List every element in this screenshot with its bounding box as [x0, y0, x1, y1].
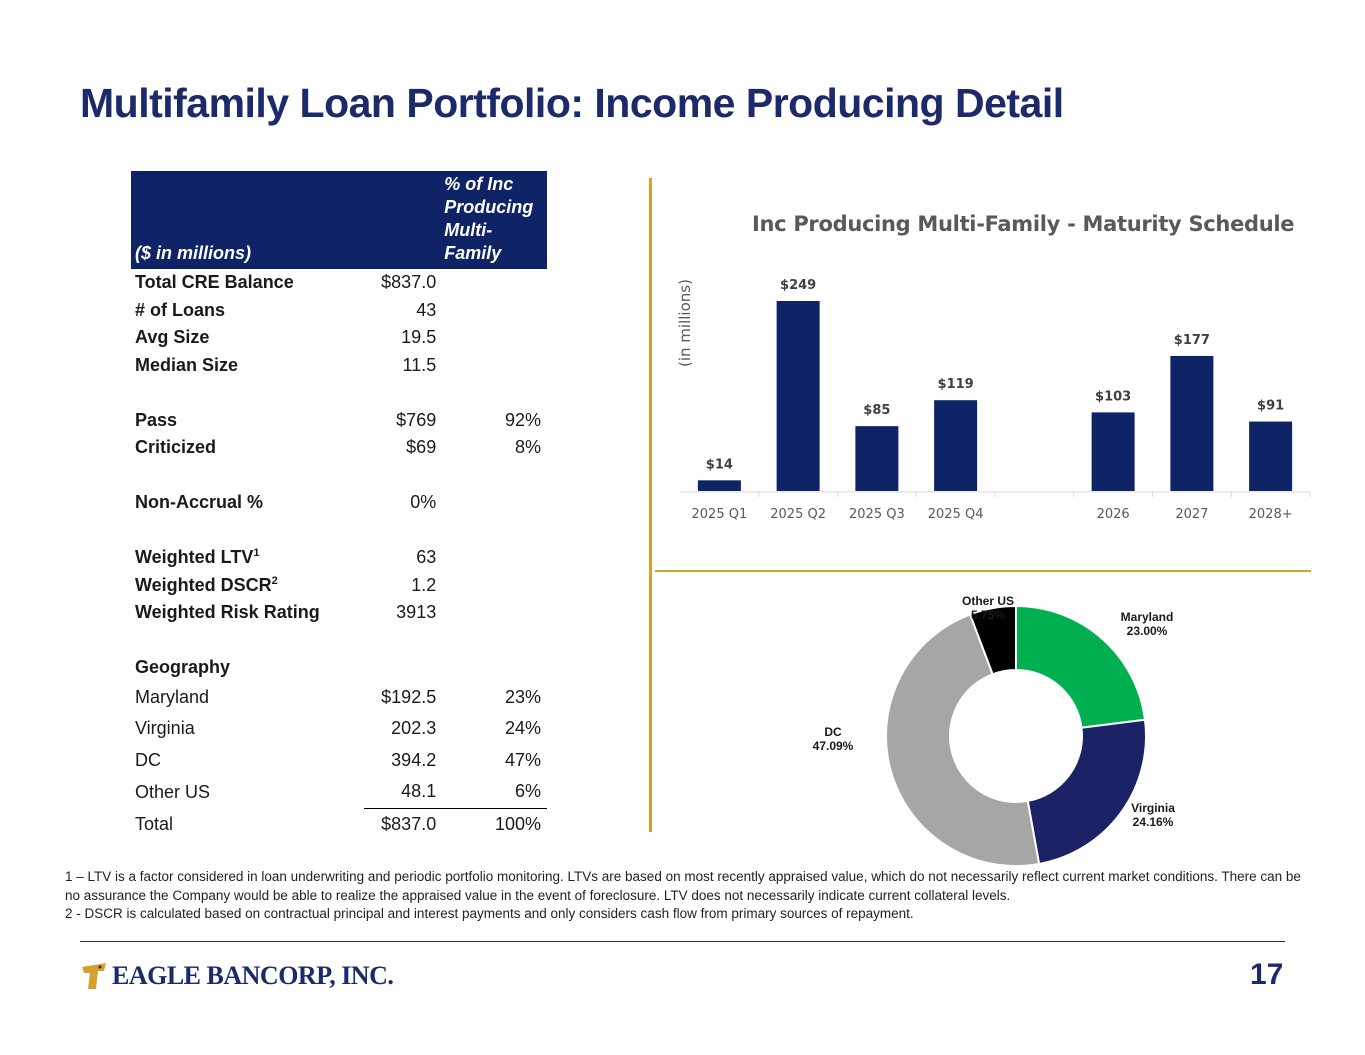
bar-data-label: $177 [1174, 333, 1210, 348]
header-right: % of Inc Producing Multi-Family [440, 171, 547, 269]
donut-slice-other-us [968, 604, 1017, 676]
bar-data-label: $91 [1257, 399, 1284, 414]
page-number: 17 [1250, 958, 1284, 991]
maturity-bar-chart: $14 2025 Q1 $249 2025 Q2 $85 2025 Q3 $119 2025 … [680, 278, 1311, 522]
bar-2027 [1170, 355, 1214, 491]
table-header: ($ in millions) % of Inc Producing Multi… [131, 171, 547, 269]
donut-slice-virginia [1026, 718, 1147, 866]
page-title: Multifamily Loan Portfolio: Income Produ… [80, 80, 1064, 126]
footnote: 2 - DSCR is calculated based on contract… [65, 906, 914, 921]
bar-data-label: $85 [863, 403, 890, 418]
company-logo: EAGLE BANCORP, INC. [80, 960, 394, 992]
chart-title: Inc Producing Multi-Family - Maturity Sc… [752, 212, 1295, 236]
x-tick-label: 2027 [1175, 507, 1208, 522]
header-left: ($ in millions) [131, 171, 364, 269]
table-row: Avg Size 19.5 [135, 327, 437, 348]
bar-2025-q4 [934, 400, 978, 491]
footer-divider [80, 941, 1285, 942]
table-row: Weighted DSCR2 1.2 [135, 574, 437, 595]
bar-data-label: $103 [1095, 389, 1131, 404]
table-row: # of Loans 43 [135, 299, 437, 320]
portfolio-table: ($ in millions) % of Inc Producing Multi… [131, 171, 547, 840]
x-tick-label: 2025 Q4 [928, 507, 984, 522]
table-row: Total $837.0 100% [135, 813, 541, 834]
vertical-divider [649, 178, 652, 832]
x-tick-label: 2025 Q3 [849, 507, 905, 522]
table-row: Other US 48.1 6% [131, 776, 547, 809]
donut-label-dc: DC 47.09% [812, 725, 854, 753]
donut-slice-maryland [1015, 604, 1147, 729]
table-row: Criticized $69 8% [135, 437, 541, 458]
table-row: Weighted Risk Rating 3913 [135, 602, 437, 623]
table-row: Geography [135, 657, 231, 678]
x-tick-label: 2028+ [1249, 507, 1293, 522]
x-tick-label: 2025 Q2 [770, 507, 826, 522]
table-row: Maryland $192.5 23% [135, 686, 541, 707]
bar-data-label: $249 [780, 278, 816, 293]
bar-data-label: $14 [706, 457, 733, 472]
eagle-icon [82, 963, 106, 989]
bar-2025-q1 [697, 480, 741, 491]
table-row: Virginia 202.3 24% [135, 718, 541, 739]
donut-label-other-us: Other US 5.75% [961, 594, 1014, 622]
table-row: DC 394.2 47% [135, 749, 541, 770]
bar-2025-q2 [776, 301, 820, 491]
table-row: Weighted LTV1 63 [135, 547, 437, 568]
table-row: Total CRE Balance $837.0 [135, 272, 437, 293]
bar-data-label: $119 [938, 377, 974, 392]
logo-text: EAGLE BANCORP, INC. [112, 961, 394, 990]
table-row: Non-Accrual % 0% [135, 492, 437, 513]
geography-donut-chart [885, 604, 1147, 867]
bar-2025-q3 [855, 426, 899, 491]
donut-label-virginia: Virginia 24.16% [1131, 801, 1175, 829]
donut-label-maryland: Maryland 23.00% [1120, 610, 1174, 638]
footnotes: 1 – LTV is a factor considered in loan u… [65, 868, 1305, 924]
footnote: 1 – LTV is a factor considered in loan u… [65, 869, 1301, 903]
table-row: Median Size 11.5 [135, 354, 437, 375]
horizontal-divider [655, 570, 1311, 572]
bar-2028+ [1249, 421, 1293, 491]
x-tick-label: 2026 [1097, 507, 1130, 522]
table-row: Pass $769 92% [135, 409, 541, 430]
bar-2026 [1091, 412, 1135, 491]
donut-slice-dc [885, 613, 1041, 867]
x-tick-label: 2025 Q1 [692, 507, 748, 522]
